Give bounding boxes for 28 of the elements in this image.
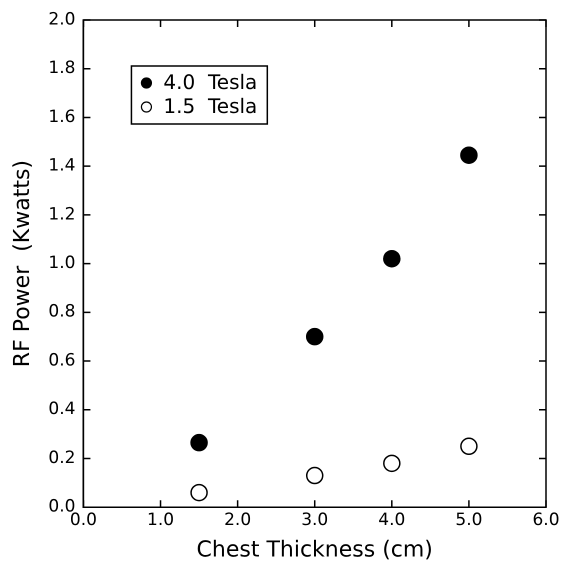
point bbox=[306, 466, 324, 484]
y-tick-label: 1.0 bbox=[48, 253, 76, 274]
x-tick-label: 3.0 bbox=[301, 510, 328, 530]
y-tick-label: 0.2 bbox=[48, 448, 76, 468]
y-tick-label: 1.4 bbox=[48, 156, 76, 176]
legend-label: 1.5 Tesla bbox=[163, 94, 258, 118]
point bbox=[190, 484, 208, 502]
x-tick-label: 6.0 bbox=[532, 510, 560, 530]
legend-label: 4.0 Tesla bbox=[163, 70, 258, 94]
y-tick-label: 0.6 bbox=[48, 350, 76, 370]
point bbox=[383, 454, 401, 472]
point bbox=[460, 438, 478, 456]
y-axis-title: RF Power (Kwatts) bbox=[10, 160, 35, 368]
x-axis-title: Chest Thickness (cm) bbox=[196, 538, 433, 563]
y-tick-label: 1.2 bbox=[48, 204, 76, 224]
y-tick-label: 0.8 bbox=[48, 302, 76, 322]
y-tick-label: 1.6 bbox=[48, 106, 76, 127]
y-tick-label: 1.8 bbox=[48, 58, 76, 78]
point bbox=[383, 250, 401, 268]
x-tick-label: 1.0 bbox=[147, 510, 174, 530]
x-tick-label: 2.0 bbox=[224, 510, 252, 530]
point bbox=[306, 328, 324, 346]
point bbox=[190, 434, 208, 452]
x-tick-label: 4.0 bbox=[378, 510, 406, 530]
y-tick-label: 2.0 bbox=[48, 9, 76, 30]
point bbox=[460, 146, 478, 164]
y-tick-label: 0.4 bbox=[48, 399, 76, 420]
x-tick-label: 5.0 bbox=[455, 510, 482, 530]
